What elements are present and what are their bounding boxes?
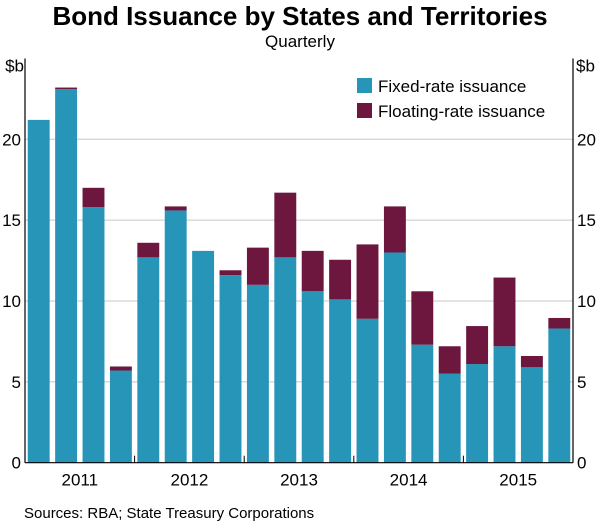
y-tick-label-left: 0 bbox=[12, 454, 21, 473]
bar-fixed-rate bbox=[274, 257, 297, 463]
y-tick-label-left: 5 bbox=[12, 373, 21, 392]
bar-fixed-rate bbox=[192, 250, 215, 463]
bar-floating-rate bbox=[493, 277, 516, 347]
bar-fixed-rate bbox=[329, 299, 352, 463]
x-tick-label: 2011 bbox=[62, 471, 99, 490]
bar-floating-rate bbox=[109, 366, 132, 371]
bar-fixed-rate bbox=[411, 344, 434, 463]
bar-fixed-rate bbox=[466, 364, 489, 463]
bar-floating-rate bbox=[383, 206, 406, 253]
bar-floating-rate bbox=[438, 346, 461, 374]
y-tick-label-right: 10 bbox=[577, 292, 596, 311]
y-tick-label-right: 5 bbox=[577, 373, 586, 392]
bar-floating-rate bbox=[356, 244, 379, 319]
bar-fixed-rate bbox=[301, 291, 324, 463]
bar-fixed-rate bbox=[109, 370, 132, 463]
bar-fixed-rate bbox=[137, 257, 160, 463]
x-tick-label: 2013 bbox=[280, 471, 318, 490]
y-tick-label-right: 0 bbox=[577, 454, 586, 473]
x-tick-label: 2015 bbox=[499, 471, 537, 490]
y-tick-label-left: 20 bbox=[2, 130, 21, 149]
bar-floating-rate bbox=[55, 87, 78, 90]
y-tick-label-right: 15 bbox=[577, 211, 596, 230]
bar-fixed-rate bbox=[164, 210, 187, 463]
legend-label: Fixed-rate issuance bbox=[378, 77, 526, 96]
bar-fixed-rate bbox=[246, 284, 269, 463]
legend-swatch bbox=[357, 103, 372, 118]
x-tick-label: 2012 bbox=[170, 471, 208, 490]
bar-fixed-rate bbox=[55, 89, 78, 463]
bar-floating-rate bbox=[466, 326, 489, 365]
bar-floating-rate bbox=[411, 291, 434, 345]
bar-floating-rate bbox=[274, 192, 297, 258]
y-tick-label-left: 15 bbox=[2, 211, 21, 230]
chart-title: Bond Issuance by States and Territories bbox=[52, 1, 548, 31]
bar-fixed-rate bbox=[82, 207, 105, 463]
bar-fixed-rate bbox=[493, 346, 516, 463]
bar-floating-rate bbox=[246, 247, 269, 285]
source-note: Sources: RBA; State Treasury Corporation… bbox=[24, 505, 315, 522]
bar-floating-rate bbox=[164, 206, 187, 211]
bar-fixed-rate bbox=[219, 275, 242, 463]
bar-floating-rate bbox=[548, 317, 571, 329]
bar-fixed-rate bbox=[383, 252, 406, 463]
bar-floating-rate bbox=[301, 250, 324, 292]
legend-label: Floating-rate issuance bbox=[378, 102, 545, 121]
bar-floating-rate bbox=[329, 259, 352, 300]
y-unit-label-left: $b bbox=[5, 56, 24, 75]
bar-floating-rate bbox=[137, 242, 160, 258]
x-tick-label: 2014 bbox=[390, 471, 428, 490]
bar-fixed-rate bbox=[356, 318, 379, 463]
bar-fixed-rate bbox=[520, 367, 543, 463]
chart-subtitle: Quarterly bbox=[265, 32, 335, 51]
bar-floating-rate bbox=[520, 355, 543, 368]
y-tick-label-left: 10 bbox=[2, 292, 21, 311]
bar-floating-rate bbox=[82, 187, 105, 208]
y-tick-label-right: 20 bbox=[577, 130, 596, 149]
y-unit-label-right: $b bbox=[576, 56, 595, 75]
bar-fixed-rate bbox=[438, 373, 461, 463]
bar-fixed-rate bbox=[548, 328, 571, 463]
bar-fixed-rate bbox=[27, 119, 50, 463]
legend-swatch bbox=[357, 78, 372, 93]
bar-floating-rate bbox=[219, 270, 242, 276]
